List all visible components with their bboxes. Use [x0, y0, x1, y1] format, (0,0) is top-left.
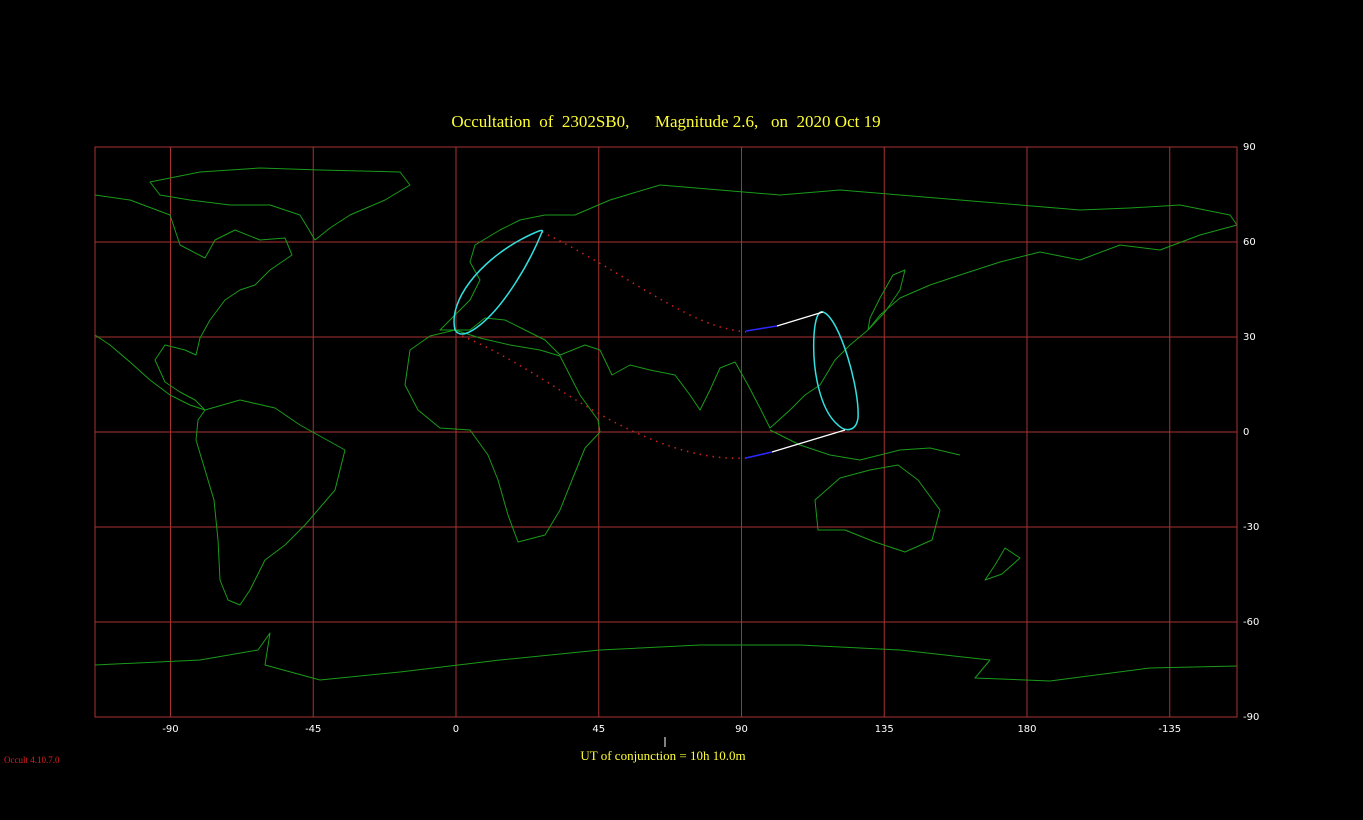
lon-tick-label: 135: [875, 724, 894, 735]
africa: [404, 329, 601, 543]
south-america: [195, 399, 346, 606]
occultation-paths: [453, 229, 859, 459]
path-north-day: [776, 311, 824, 327]
path-south-twilight: [745, 451, 773, 459]
north-america: [94, 194, 293, 411]
limit-south: [461, 335, 747, 459]
lat-tick-label: -90: [1243, 712, 1259, 723]
antarctica: [94, 632, 1238, 682]
path-north-twilight: [745, 325, 778, 332]
lon-tick-label: 90: [735, 724, 748, 735]
sunset-loop: [812, 311, 859, 431]
lon-tick-label: 0: [453, 724, 459, 735]
path-south-day: [771, 429, 846, 453]
lat-tick-label: 60: [1243, 237, 1256, 248]
coastlines: [94, 167, 1238, 682]
map-frame: [94, 146, 1238, 718]
lat-tick-label: 0: [1243, 427, 1249, 438]
lon-tick-label: -45: [305, 724, 321, 735]
lat-tick-label: 30: [1243, 332, 1256, 343]
lon-tick-label: -90: [162, 724, 178, 735]
lat-tick-label: 90: [1243, 142, 1256, 153]
indonesia: [769, 429, 961, 461]
map-title: Occultation of 2302SB0, Magnitude 2.6, o…: [451, 112, 880, 131]
new-zealand: [984, 547, 1021, 581]
greenland: [149, 167, 411, 241]
sunrise-loop: [453, 229, 544, 335]
japan: [867, 269, 906, 331]
eurasia: [439, 184, 1238, 429]
lon-tick-label: 180: [1017, 724, 1036, 735]
version-label: Occult 4.10.7.0: [4, 755, 60, 765]
australia: [814, 464, 941, 553]
lon-tick-label: -135: [1158, 724, 1181, 735]
lat-tick-label: -60: [1243, 617, 1259, 628]
lon-tick-label: 45: [592, 724, 605, 735]
lat-tick-label: -30: [1243, 522, 1259, 533]
conjunction-time: UT of conjunction = 10h 10.0m: [580, 748, 745, 763]
